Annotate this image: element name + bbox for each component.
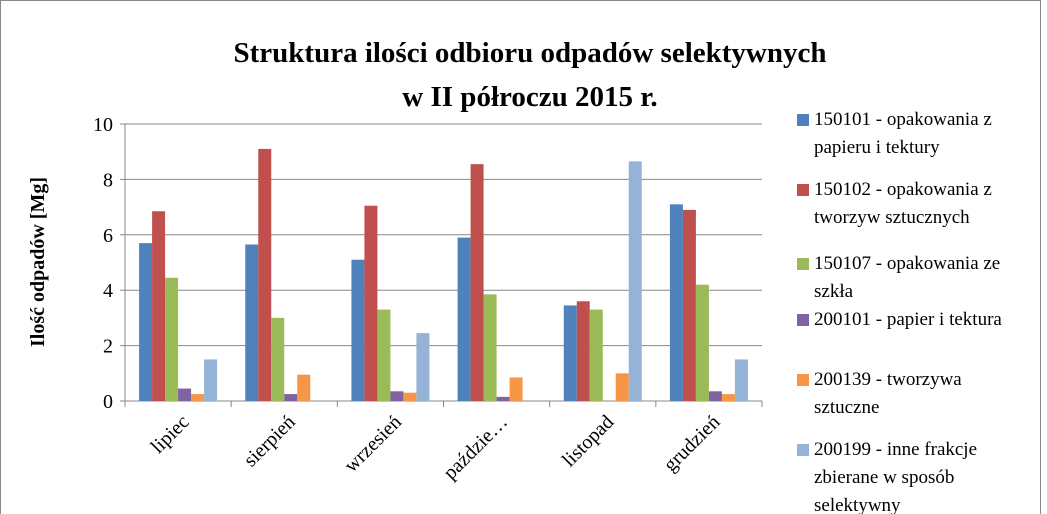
legend-entry: 200199 - inne frakcje zbierane w sposób … [797, 436, 1004, 514]
legend-entry: 150107 - opakowania ze szkła [797, 250, 1004, 306]
bar [695, 284, 709, 401]
chart-title: w II półroczu 2015 r. [402, 81, 657, 113]
bar [470, 164, 484, 401]
legend-swatch [797, 114, 809, 126]
bar [377, 309, 391, 401]
legend-swatch [797, 314, 809, 326]
bar [165, 277, 179, 401]
legend-swatch [797, 444, 809, 456]
legend-label: 150107 - opakowania ze szkła [814, 253, 1001, 302]
bar [284, 394, 298, 401]
y-tick-label: 0 [103, 391, 113, 413]
bar [271, 317, 285, 401]
legend-label: 150101 - opakowania z papieru i tektury [814, 109, 992, 158]
bar [191, 394, 205, 401]
bar [245, 244, 259, 401]
bar [496, 396, 510, 401]
legend-swatch [797, 258, 809, 270]
bar [734, 359, 748, 401]
legend-entry: 150101 - opakowania z papieru i tektury [797, 106, 1004, 162]
bar [297, 374, 311, 401]
legend-swatch [797, 184, 809, 196]
legend-entry: 200139 - tworzywa sztuczne [797, 366, 1004, 422]
bar [258, 148, 272, 401]
bar [204, 359, 218, 401]
y-tick-label: 6 [103, 225, 113, 247]
legend-label: 200199 - inne frakcje zbierane w sposób … [814, 439, 978, 514]
bar [589, 309, 603, 401]
bar [457, 237, 471, 401]
bar [152, 211, 166, 401]
y-axis-label: Ilość odpadów [Mg] [27, 177, 49, 347]
bar [509, 377, 523, 401]
x-tick-label: sierpień [239, 411, 299, 471]
bar [390, 391, 404, 401]
x-tick-label: grudzień [659, 411, 724, 476]
y-tick-label: 10 [93, 114, 113, 136]
y-tick-label: 2 [103, 336, 113, 358]
x-tick-label: lipiec [147, 411, 194, 458]
bar [669, 204, 683, 401]
bar [483, 294, 497, 401]
bar [628, 161, 642, 401]
bar [139, 243, 153, 401]
bar [576, 301, 590, 401]
x-tick-label: paździe… [439, 411, 512, 484]
bar [615, 373, 629, 401]
y-tick-label: 4 [103, 280, 113, 302]
legend-swatch [797, 374, 809, 386]
bar [708, 391, 722, 401]
y-tick-label: 8 [103, 169, 113, 191]
x-tick-label: wrzesień [340, 411, 406, 477]
bar [721, 394, 735, 401]
bar [682, 209, 696, 401]
bar [351, 259, 365, 401]
legend-label: 200139 - tworzywa sztuczne [814, 369, 962, 418]
bar [403, 392, 417, 401]
bar [416, 333, 430, 401]
legend-entry: 150102 - opakowania z tworzyw sztucznych [797, 176, 1004, 232]
bar [178, 388, 192, 401]
legend-entry: 200101 - papier i tektura [797, 306, 1004, 334]
x-tick-label: listopad [558, 411, 618, 471]
chart-title: Struktura ilości odbioru odpadów selekty… [234, 37, 827, 69]
bar [563, 305, 577, 401]
legend-label: 150102 - opakowania z tworzyw sztucznych [814, 179, 992, 228]
bar [364, 205, 378, 401]
legend-label: 200101 - papier i tektura [814, 309, 1002, 330]
